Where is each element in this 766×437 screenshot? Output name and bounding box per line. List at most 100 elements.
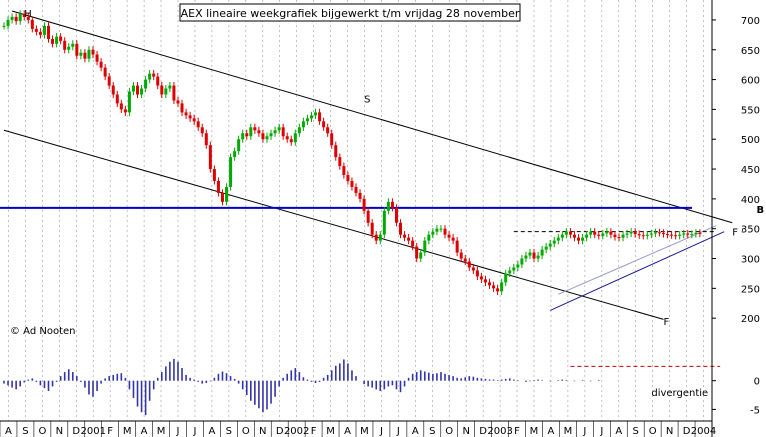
- candle-body: [399, 222, 403, 235]
- candle-body: [67, 46, 71, 50]
- x-tick-label: 2003: [487, 426, 512, 437]
- candle-body: [403, 234, 407, 238]
- x-tick-label: D: [683, 426, 691, 437]
- candle-body: [492, 285, 496, 289]
- x-tick-label: O: [242, 426, 250, 437]
- candle-body: [666, 234, 670, 236]
- x-tick-label: A: [548, 426, 555, 437]
- candle-body: [657, 232, 661, 234]
- channel-upper-line: [11, 10, 733, 224]
- candle-body: [22, 13, 26, 17]
- annotation-label: divergentie: [651, 388, 708, 399]
- x-tick-label: A: [412, 426, 419, 437]
- annotation-label: F: [663, 317, 669, 328]
- candle-body: [500, 282, 504, 292]
- candle-body: [435, 228, 439, 232]
- candle-body: [184, 112, 188, 116]
- candle-body: [694, 232, 698, 235]
- candle-body: [10, 16, 14, 20]
- candle-body: [180, 103, 184, 113]
- candle-body: [136, 85, 140, 95]
- candle-body: [253, 127, 257, 131]
- candle-body: [318, 112, 322, 122]
- candle-body: [617, 237, 621, 239]
- annotation-label: H: [24, 9, 32, 20]
- x-tick-label: J: [379, 426, 383, 437]
- candle-body: [265, 136, 269, 140]
- candle-body: [26, 16, 30, 20]
- candle-body: [269, 133, 273, 137]
- candle-body: [2, 25, 6, 27]
- candle-body: [572, 234, 576, 238]
- candle-body: [504, 273, 508, 283]
- candle-body: [455, 240, 459, 253]
- candle-body: [293, 133, 297, 143]
- candle-body: [237, 139, 241, 152]
- candle-body: [382, 210, 386, 235]
- candle-body: [216, 180, 220, 193]
- osc-tick-label: 0: [754, 377, 760, 388]
- candle-body: [233, 151, 237, 158]
- candle-body: [91, 49, 95, 55]
- x-tick-label: M: [564, 426, 573, 437]
- x-tick-label: D: [276, 426, 284, 437]
- annotation-label: S: [364, 95, 370, 106]
- x-tick-label: F: [311, 426, 317, 437]
- candle-body: [63, 40, 67, 50]
- candle-body: [245, 133, 249, 137]
- support-parallel-line: [558, 225, 717, 295]
- candle-body: [459, 252, 463, 259]
- candle-body: [560, 234, 564, 238]
- x-tick-label: J: [599, 426, 603, 437]
- candle-body: [196, 121, 200, 128]
- candle-body: [447, 234, 451, 238]
- candle-body: [225, 186, 229, 202]
- x-tick-label: F: [107, 426, 113, 437]
- x-tick-label: N: [56, 426, 63, 437]
- candle-body: [208, 145, 212, 170]
- candle-body: [192, 118, 196, 122]
- x-tick-label: M: [530, 426, 539, 437]
- candle-body: [164, 88, 168, 95]
- candle-body: [589, 231, 593, 235]
- candle-body: [34, 28, 38, 32]
- candle-body: [488, 282, 492, 286]
- price-tick-label: 250: [741, 284, 760, 295]
- candle-body: [556, 237, 560, 241]
- candle-body: [601, 233, 605, 236]
- x-tick-label: J: [176, 426, 180, 437]
- candle-body: [309, 115, 313, 119]
- x-tick-label: O: [445, 426, 453, 437]
- x-tick-label: S: [226, 426, 232, 437]
- candle-body: [148, 73, 152, 80]
- candle-body: [520, 258, 524, 265]
- candle-body: [686, 233, 690, 235]
- candle-body: [540, 249, 544, 256]
- candle-body: [362, 198, 366, 211]
- copyright-text: © Ad Nooten: [10, 326, 76, 337]
- candle-body: [593, 231, 597, 235]
- candle-body: [99, 61, 103, 68]
- candle-body: [172, 85, 176, 101]
- x-tick-label: M: [326, 426, 335, 437]
- candle-body: [645, 234, 649, 236]
- candle-body: [649, 233, 653, 235]
- price-tick-label: 550: [741, 105, 760, 116]
- candle-body: [322, 121, 326, 128]
- annotation-label: F ': [732, 228, 744, 239]
- candle-body: [407, 237, 411, 241]
- x-tick-label: S: [429, 426, 435, 437]
- candle-body: [690, 234, 694, 236]
- candle-body: [123, 109, 127, 113]
- candle-body: [354, 186, 358, 193]
- candle-body: [625, 233, 629, 235]
- candle-body: [350, 180, 354, 187]
- candle-body: [544, 246, 548, 250]
- candle-body: [516, 264, 520, 268]
- candle-body: [152, 73, 156, 77]
- candle-body: [390, 201, 394, 208]
- candle-body: [176, 100, 180, 104]
- candle-body: [394, 207, 398, 223]
